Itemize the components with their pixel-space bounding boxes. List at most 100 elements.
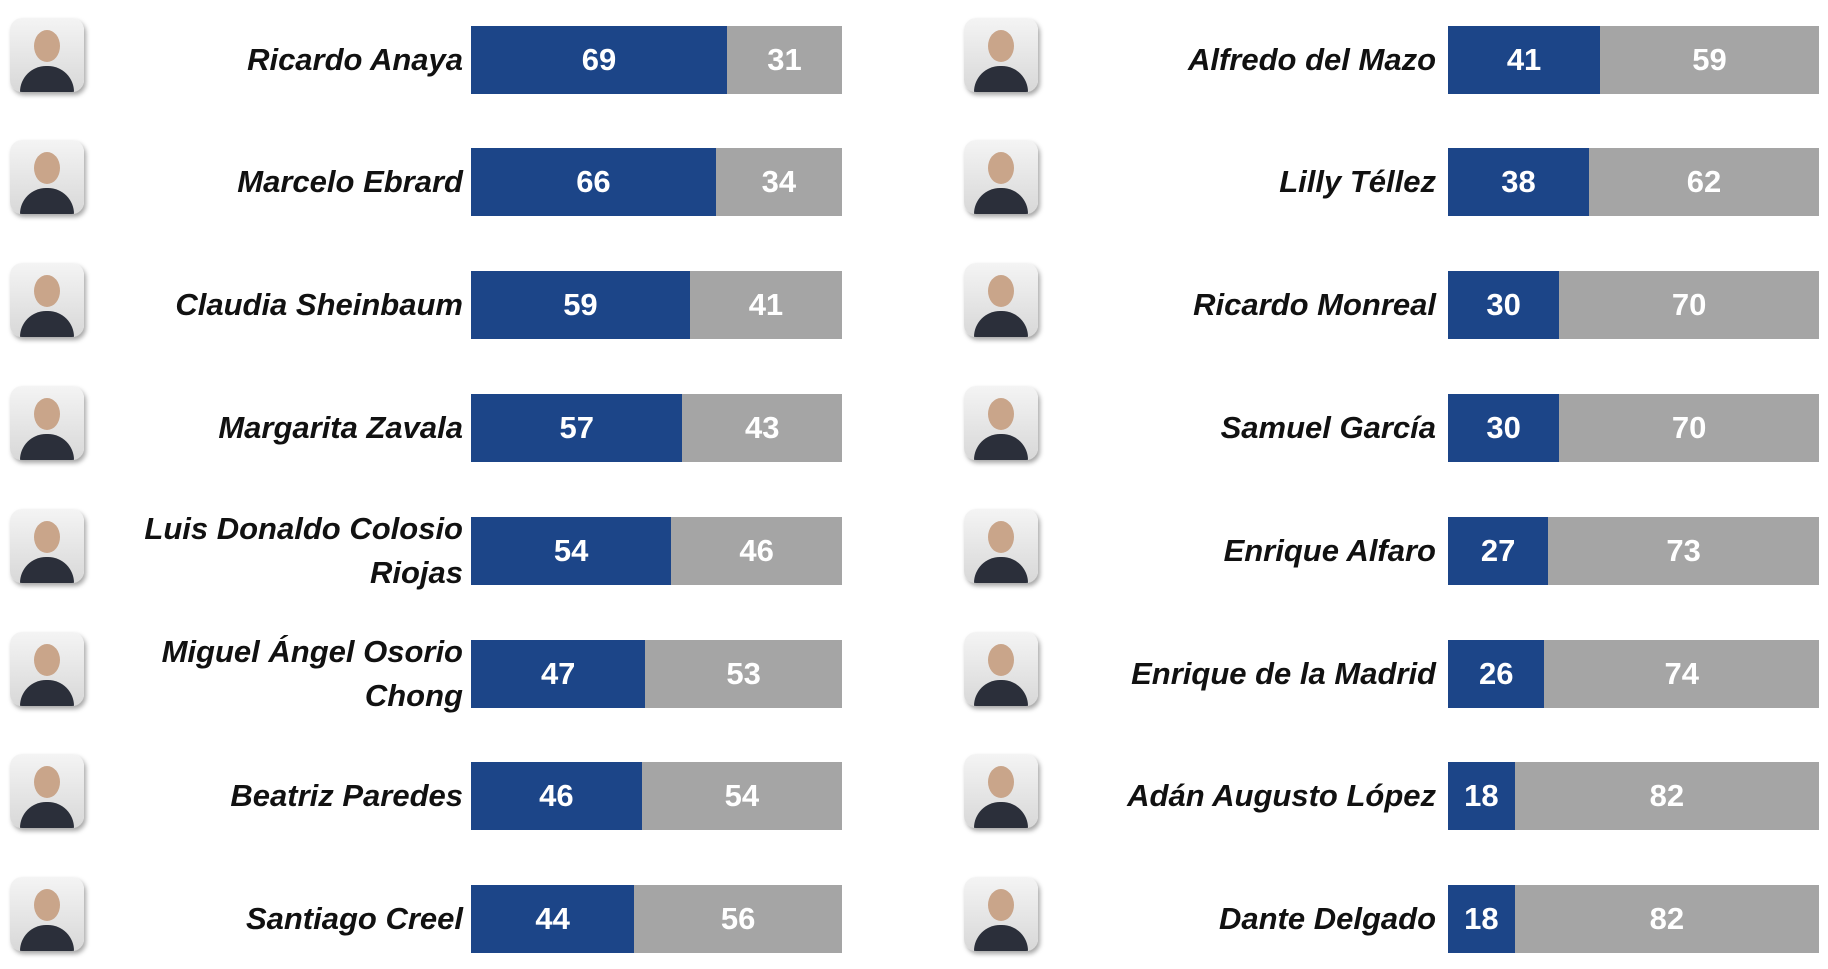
value-label: 34 [762, 164, 796, 200]
value-label: 18 [1464, 901, 1498, 937]
bar-segment: 56 [634, 885, 842, 953]
value-label: 73 [1666, 533, 1700, 569]
bar-segment: 27 [1448, 517, 1548, 585]
bar-segment: 54 [471, 517, 671, 585]
photo-body [20, 188, 74, 214]
bar-segment: 73 [1548, 517, 1819, 585]
value-label: 62 [1687, 164, 1721, 200]
value-label: 74 [1664, 656, 1698, 692]
bar-segment: 18 [1448, 762, 1515, 830]
photo-head [34, 152, 60, 184]
bar-segment: 18 [1448, 885, 1515, 953]
candidate-photo [10, 509, 84, 583]
value-label: 30 [1486, 287, 1520, 323]
bar-segment: 38 [1448, 148, 1589, 216]
category-label: Ricardo Monreal [930, 255, 1436, 355]
value-label: 38 [1501, 164, 1535, 200]
bar-segment: 31 [727, 26, 842, 94]
bar-segment: 62 [1589, 148, 1819, 216]
bar-segment: 43 [682, 394, 842, 462]
page: {"chart_data": [ {"type": "bar", "orient… [0, 0, 1828, 968]
value-label: 41 [749, 287, 783, 323]
bar-segment: 82 [1515, 762, 1819, 830]
value-label: 57 [559, 410, 593, 446]
candidate-photo [10, 386, 84, 460]
bar-segment: 46 [671, 517, 842, 585]
value-label: 27 [1481, 533, 1515, 569]
category-label: Luis Donaldo Colosio Riojas [123, 501, 463, 601]
bar-segment: 70 [1559, 394, 1819, 462]
category-label: Dante Delgado [930, 869, 1436, 969]
bar-segment: 59 [1600, 26, 1819, 94]
value-label: 69 [582, 42, 616, 78]
value-label: 82 [1650, 778, 1684, 814]
category-label: Beatriz Paredes [123, 746, 463, 846]
category-label: Lilly Téllez [930, 132, 1436, 232]
photo-head [34, 644, 60, 676]
photo-head [34, 275, 60, 307]
value-label: 59 [563, 287, 597, 323]
photo-body [20, 925, 74, 951]
category-label: Enrique de la Madrid [930, 624, 1436, 724]
bar-segment: 34 [716, 148, 842, 216]
value-label: 82 [1650, 901, 1684, 937]
value-label: 54 [725, 778, 759, 814]
photo-body [20, 66, 74, 92]
bar-segment: 30 [1448, 271, 1559, 339]
candidate-photo [10, 18, 84, 92]
bar-segment: 44 [471, 885, 634, 953]
candidate-photo [10, 754, 84, 828]
category-label: Ricardo Anaya [123, 10, 463, 110]
candidate-photo [10, 632, 84, 706]
bar-segment: 70 [1559, 271, 1819, 339]
value-label: 47 [541, 656, 575, 692]
value-label: 70 [1672, 410, 1706, 446]
bar-segment: 41 [1448, 26, 1600, 94]
category-label: Marcelo Ebrard [123, 132, 463, 232]
bar-segment: 47 [471, 640, 645, 708]
photo-body [20, 434, 74, 460]
value-label: 46 [539, 778, 573, 814]
bar-segment: 26 [1448, 640, 1544, 708]
value-label: 44 [535, 901, 569, 937]
bar-segment: 57 [471, 394, 682, 462]
photo-head [34, 521, 60, 553]
bar-segment: 66 [471, 148, 716, 216]
photo-head [34, 889, 60, 921]
value-label: 43 [745, 410, 779, 446]
value-label: 54 [554, 533, 588, 569]
category-label: Adán Augusto López [930, 746, 1436, 846]
category-label: Santiago Creel [123, 869, 463, 969]
value-label: 18 [1464, 778, 1498, 814]
candidate-photo [10, 140, 84, 214]
value-label: 46 [739, 533, 773, 569]
photo-head [34, 398, 60, 430]
photo-head [34, 30, 60, 62]
bar-segment: 53 [645, 640, 842, 708]
photo-body [20, 680, 74, 706]
bar-segment: 41 [690, 271, 842, 339]
photo-body [20, 311, 74, 337]
category-label: Samuel García [930, 378, 1436, 478]
category-label: Miguel Ángel Osorio Chong [123, 624, 463, 724]
value-label: 56 [721, 901, 755, 937]
value-label: 41 [1507, 42, 1541, 78]
bar-segment: 46 [471, 762, 642, 830]
photo-body [20, 802, 74, 828]
category-label: Enrique Alfaro [930, 501, 1436, 601]
photo-head [34, 766, 60, 798]
candidate-photo [10, 263, 84, 337]
category-label: Margarita Zavala [123, 378, 463, 478]
bar-segment: 30 [1448, 394, 1559, 462]
value-label: 66 [576, 164, 610, 200]
value-label: 30 [1486, 410, 1520, 446]
value-label: 59 [1692, 42, 1726, 78]
candidate-photo [10, 877, 84, 951]
category-label: Alfredo del Mazo [930, 10, 1436, 110]
value-label: 31 [767, 42, 801, 78]
value-label: 53 [726, 656, 760, 692]
value-label: 70 [1672, 287, 1706, 323]
bar-segment: 74 [1544, 640, 1819, 708]
photo-body [20, 557, 74, 583]
bar-segment: 59 [471, 271, 690, 339]
